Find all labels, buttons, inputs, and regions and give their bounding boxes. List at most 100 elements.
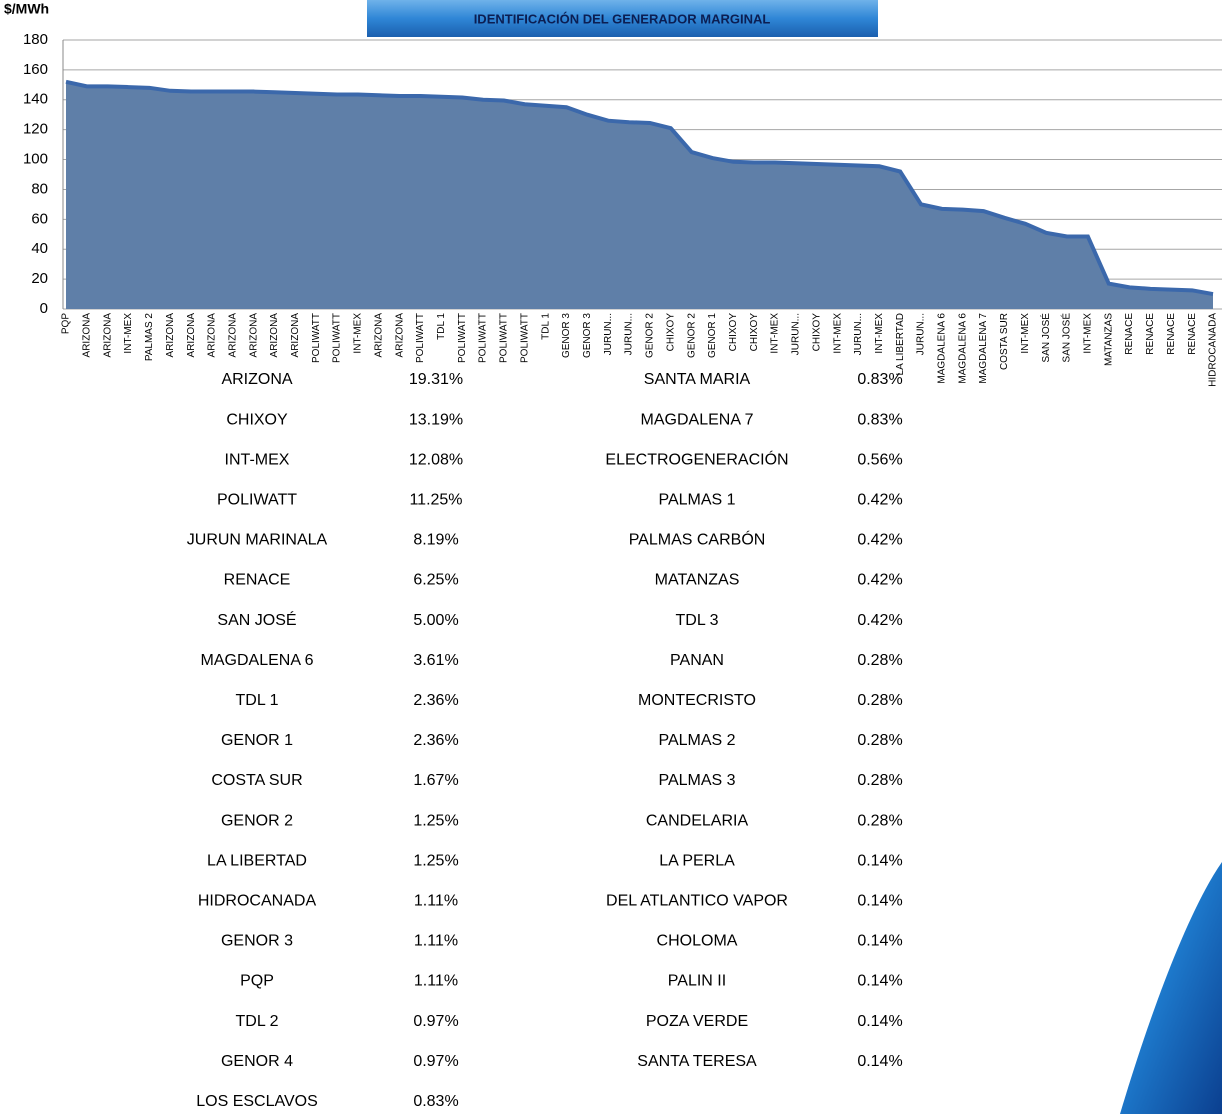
table-name: GENOR 4: [221, 1053, 293, 1070]
x-tick-label: JURUN...: [603, 313, 614, 355]
x-tick-label: RENACE: [1187, 313, 1198, 355]
x-tick-label: ARIZONA: [186, 313, 197, 358]
decoration-swoosh: [1120, 862, 1222, 1114]
x-tick-label: JURUN...: [916, 313, 927, 355]
table-name: POZA VERDE: [646, 1013, 748, 1030]
table-name: MONTECRISTO: [638, 692, 756, 709]
table-name: CHIXOY: [226, 411, 288, 428]
x-tick-label: POLIWATT: [311, 313, 322, 363]
table-percent: 3.61%: [413, 652, 458, 669]
x-tick-label: POLIWATT: [457, 313, 468, 363]
table-name: GENOR 2: [221, 812, 293, 829]
table-name: TDL 1: [236, 692, 279, 709]
table-name: PALMAS CARBÓN: [629, 530, 766, 549]
table-percent: 0.42%: [857, 492, 902, 509]
x-tick-label: RENACE: [1124, 313, 1135, 355]
table-name: POLIWATT: [217, 492, 297, 509]
table-name: COSTA SUR: [211, 772, 302, 789]
table-percent: 0.42%: [857, 612, 902, 629]
table-percent: 8.19%: [413, 532, 458, 549]
table-percent: 0.14%: [857, 933, 902, 950]
x-tick-label: INT-MEX: [770, 313, 781, 354]
table-percent: 0.56%: [857, 451, 902, 468]
x-tick-label: JURUN...: [791, 313, 802, 355]
table-name: LA LIBERTAD: [207, 852, 307, 869]
x-tick-label: POLIWATT: [415, 313, 426, 363]
x-tick-label: ARIZONA: [394, 313, 405, 358]
table-percent: 6.25%: [413, 572, 458, 589]
y-tick-label: 100: [23, 151, 48, 168]
table-percent: 19.31%: [409, 371, 463, 388]
x-tick-label: POLIWATT: [499, 313, 510, 363]
table-percent: 11.25%: [409, 492, 462, 509]
table-name: PALMAS 2: [658, 732, 735, 749]
x-tick-label: INT-MEX: [1020, 313, 1031, 354]
table-name: HIDROCANADA: [198, 893, 317, 910]
x-tick-label: ARIZONA: [373, 313, 384, 358]
table-percent: 1.11%: [414, 973, 458, 990]
table-percent: 1.25%: [413, 852, 458, 869]
x-tick-label: INT-MEX: [353, 313, 364, 354]
table-name: PQP: [240, 973, 274, 990]
chart-title: IDENTIFICACIÓN DEL GENERADOR MARGINAL: [474, 11, 771, 26]
table-percent: 0.83%: [857, 411, 902, 428]
x-tick-label: MAGDALENA 6: [937, 313, 948, 384]
table-name: DEL ATLANTICO VAPOR: [606, 893, 788, 910]
x-tick-label: MAGDALENA 6: [957, 313, 968, 384]
x-tick-label: ARIZONA: [165, 313, 176, 358]
x-tick-label: ARIZONA: [227, 313, 238, 358]
x-tick-label: CHIXOY: [811, 313, 822, 352]
table-name: PANAN: [670, 652, 724, 669]
x-tick-label: ARIZONA: [248, 313, 259, 358]
y-axis-label: $/MWh: [4, 1, 49, 17]
y-tick-label: 0: [40, 300, 48, 317]
table-percent: 0.97%: [413, 1013, 458, 1030]
table-percent: 1.11%: [414, 893, 458, 910]
x-tick-label: ARIZONA: [269, 313, 280, 358]
x-tick-label: MATANZAS: [1103, 313, 1114, 366]
table-percent: 2.36%: [413, 692, 458, 709]
x-tick-label: TDL 1: [540, 313, 551, 340]
x-tick-label: POLIWATT: [519, 313, 530, 363]
table-percent: 0.97%: [413, 1053, 458, 1070]
x-tick-label: COSTA SUR: [999, 313, 1010, 370]
table-name: ELECTROGENERACIÓN: [605, 449, 788, 468]
table-name: GENOR 1: [221, 732, 293, 749]
table-percent: 2.36%: [413, 732, 458, 749]
x-tick-label: GENOR 2: [686, 313, 697, 358]
table-name: MATANZAS: [655, 572, 740, 589]
table-percent: 12.08%: [409, 451, 463, 468]
x-tick-label: LA LIBERTAD: [895, 313, 906, 375]
x-tick-label: RENACE: [1145, 313, 1156, 355]
x-tick-label: ARIZONA: [207, 313, 218, 358]
table-name: TDL 3: [676, 612, 719, 629]
table-percent: 0.14%: [857, 893, 902, 910]
x-tick-label: INT-MEX: [832, 313, 843, 354]
x-tick-label: CHIXOY: [665, 313, 676, 352]
x-tick-label: PQP: [61, 313, 72, 334]
y-tick-label: 140: [23, 91, 48, 108]
table-percent: 0.83%: [413, 1093, 458, 1110]
y-tick-label: 60: [31, 210, 48, 227]
table-percent: 0.14%: [857, 1053, 902, 1070]
x-tick-label: JURUN...: [624, 313, 635, 355]
table-percent: 0.28%: [857, 652, 902, 669]
x-tick-label: GENOR 3: [561, 313, 572, 358]
x-tick-label: POLIWATT: [332, 313, 343, 363]
table-name: LA PERLA: [659, 852, 735, 869]
y-tick-label: 160: [23, 61, 48, 78]
table-name: MAGDALENA 6: [201, 652, 314, 669]
x-tick-label: INT-MEX: [1083, 313, 1094, 354]
table-percent: 0.83%: [857, 371, 902, 388]
table-name: CHOLOMA: [657, 933, 738, 950]
title-box: [367, 0, 878, 37]
x-tick-label: POLIWATT: [478, 313, 489, 363]
table-percent: 0.42%: [857, 572, 902, 589]
x-tick-label: ARIZONA: [290, 313, 301, 358]
x-tick-label: CHIXOY: [749, 313, 760, 352]
table-name: SAN JOSÉ: [217, 610, 296, 629]
table-percent: 0.14%: [857, 1013, 902, 1030]
x-tick-label: GENOR 2: [645, 313, 656, 358]
table-percent: 13.19%: [409, 411, 463, 428]
